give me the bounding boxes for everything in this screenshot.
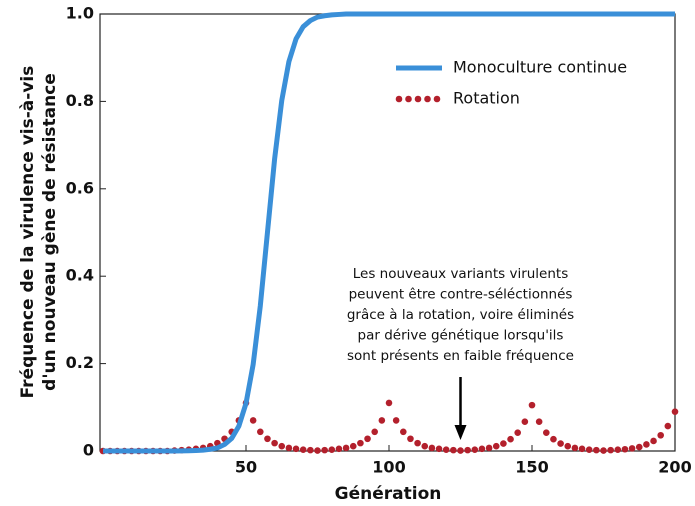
annotation-text: Les nouveaux variants virulents	[353, 266, 569, 282]
data-point	[357, 439, 364, 447]
annotation-text: peuvent être contre-séléctionnés	[349, 287, 573, 303]
data-point	[485, 444, 493, 452]
data-point	[400, 428, 407, 436]
data-point	[364, 435, 371, 443]
y-axis-label: Fréquence de la virulence vis-à-vis	[18, 66, 38, 399]
data-point	[321, 446, 328, 454]
data-point	[635, 443, 643, 451]
legend-swatch	[414, 95, 422, 103]
data-point	[514, 429, 521, 436]
data-point	[328, 446, 336, 453]
legend-label: Rotation	[453, 89, 520, 108]
data-point	[614, 446, 622, 453]
data-point	[392, 417, 400, 424]
data-point	[628, 445, 636, 452]
x-tick-label: 150	[515, 458, 548, 477]
data-point	[450, 446, 457, 454]
data-point	[385, 399, 393, 407]
data-point	[500, 440, 507, 447]
data-point	[507, 435, 514, 443]
y-tick-label: 1.0	[66, 4, 94, 23]
data-point	[457, 447, 464, 454]
data-point	[249, 417, 257, 424]
data-point	[521, 418, 529, 426]
data-point	[421, 442, 429, 450]
x-tick-label: 100	[372, 458, 405, 477]
data-point	[335, 445, 343, 453]
data-point	[671, 408, 679, 415]
legend-swatch	[433, 95, 441, 103]
data-point	[271, 439, 278, 447]
data-point	[471, 446, 479, 453]
data-point	[349, 442, 357, 450]
data-point	[571, 444, 579, 452]
data-point	[342, 444, 350, 452]
y-axis-label: d'un nouveau gène de résistance	[40, 73, 60, 391]
data-point	[600, 447, 607, 454]
data-point	[464, 446, 471, 454]
annotation-text: sont présents en faible fréquence	[347, 348, 574, 364]
data-point	[664, 422, 672, 430]
data-point	[528, 401, 536, 409]
plot-frame	[99, 13, 676, 452]
data-point	[292, 445, 300, 453]
x-tick-label: 200	[658, 458, 691, 477]
annotation-arrowhead	[454, 425, 467, 440]
x-tick-label: 50	[235, 458, 257, 477]
y-tick-label: 0.6	[66, 178, 94, 197]
data-point	[621, 445, 629, 453]
legend-swatch	[405, 95, 412, 103]
data-point	[535, 418, 543, 426]
annotation-text: grâce à la rotation, voire éliminés	[347, 307, 574, 323]
y-tick-label: 0.2	[66, 353, 94, 372]
legend-swatch	[424, 95, 431, 103]
data-point	[428, 444, 436, 452]
data-point	[643, 441, 650, 448]
data-point	[257, 428, 264, 436]
data-point	[657, 431, 664, 439]
data-point	[557, 440, 564, 447]
data-point	[564, 442, 572, 450]
data-point	[478, 445, 486, 453]
data-point	[278, 442, 286, 450]
annotation-text: par dérive génétique lorsqu'ils	[358, 328, 564, 344]
y-tick-label: 0.8	[66, 91, 94, 110]
data-point	[543, 429, 550, 436]
y-tick-label: 0.4	[66, 266, 94, 285]
data-point	[285, 444, 293, 452]
data-point	[585, 446, 593, 453]
data-point	[307, 446, 314, 454]
legend-swatch	[395, 95, 403, 103]
data-point	[264, 435, 271, 443]
data-point	[442, 446, 450, 453]
x-axis-label: Génération	[335, 484, 442, 504]
data-point	[550, 435, 557, 443]
data-point	[407, 435, 414, 443]
data-point	[492, 442, 500, 450]
legend-label: Monoculture continue	[453, 58, 627, 77]
y-tick-label: 0	[83, 441, 94, 460]
data-point	[371, 428, 379, 436]
data-point	[650, 437, 657, 445]
data-point	[299, 446, 307, 453]
data-point	[593, 446, 600, 454]
data-point	[607, 446, 614, 454]
data-point	[578, 445, 586, 453]
data-point	[414, 439, 421, 447]
data-point	[314, 447, 321, 454]
data-point	[435, 445, 443, 453]
data-point	[378, 417, 386, 424]
data-line	[103, 11, 675, 454]
